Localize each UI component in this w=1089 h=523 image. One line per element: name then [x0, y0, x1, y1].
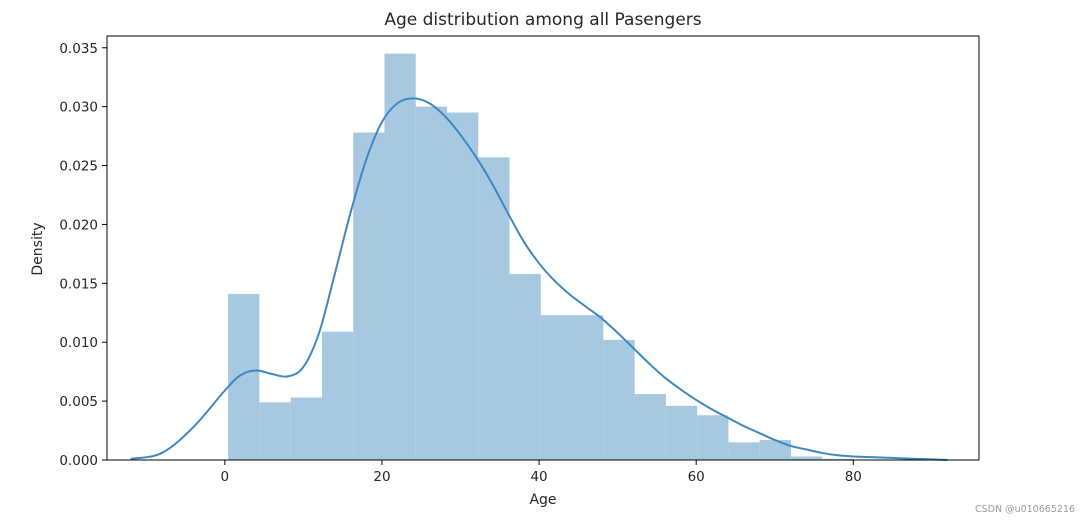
histogram-bar: [228, 293, 260, 460]
x-tick-label: 60: [688, 469, 705, 485]
x-axis-label: Age: [529, 492, 556, 508]
x-tick-label: 20: [373, 469, 390, 485]
plot-frame: [106, 35, 980, 461]
watermark-text: CSDN @u010665216: [974, 504, 1075, 515]
histogram-bar: [603, 339, 635, 460]
x-tick-label: 0: [221, 469, 230, 485]
chart-title: Age distribution among all Pasengers: [384, 10, 701, 30]
histogram-bar: [415, 106, 448, 461]
histogram-bar: [259, 402, 291, 460]
histogram-bar: [540, 315, 573, 460]
histogram-bar: [447, 112, 479, 461]
y-tick-label: 0.025: [59, 159, 98, 175]
histogram-bar: [572, 315, 604, 460]
histogram-bar: [759, 439, 791, 460]
histogram-bar: [509, 273, 541, 460]
histogram-bar: [728, 442, 760, 460]
x-tick-label: 40: [530, 469, 547, 485]
histogram-bar: [822, 458, 854, 460]
histogram-bar: [790, 456, 823, 460]
y-axis-label: Density: [30, 222, 46, 275]
histogram-bar: [353, 132, 385, 461]
y-tick-label: 0.035: [59, 41, 98, 57]
y-tick-label: 0.010: [59, 335, 98, 351]
y-tick-label: 0.005: [59, 394, 98, 410]
y-axis-ticks: 0.000 0.005 0.010 0.015 0.020 0.025 0.030 0.035: [59, 41, 107, 469]
histogram-bar: [290, 397, 322, 460]
y-tick-label: 0.015: [59, 276, 98, 292]
histogram-bar: [384, 53, 416, 461]
histogram-bar: [665, 405, 698, 460]
y-tick-label: 0.030: [59, 100, 98, 116]
histogram-bar: [321, 331, 354, 460]
y-tick-label: 0.000: [59, 453, 98, 469]
histogram-bars: [228, 53, 854, 461]
histogram-bar: [478, 157, 510, 461]
histogram-bar: [697, 415, 729, 460]
x-tick-label: 80: [845, 469, 862, 485]
x-axis-ticks: 0 20 40 60 80: [221, 460, 862, 485]
y-tick-label: 0.020: [59, 217, 98, 233]
histogram-bar: [634, 394, 666, 460]
kde-curve: [130, 97, 948, 461]
